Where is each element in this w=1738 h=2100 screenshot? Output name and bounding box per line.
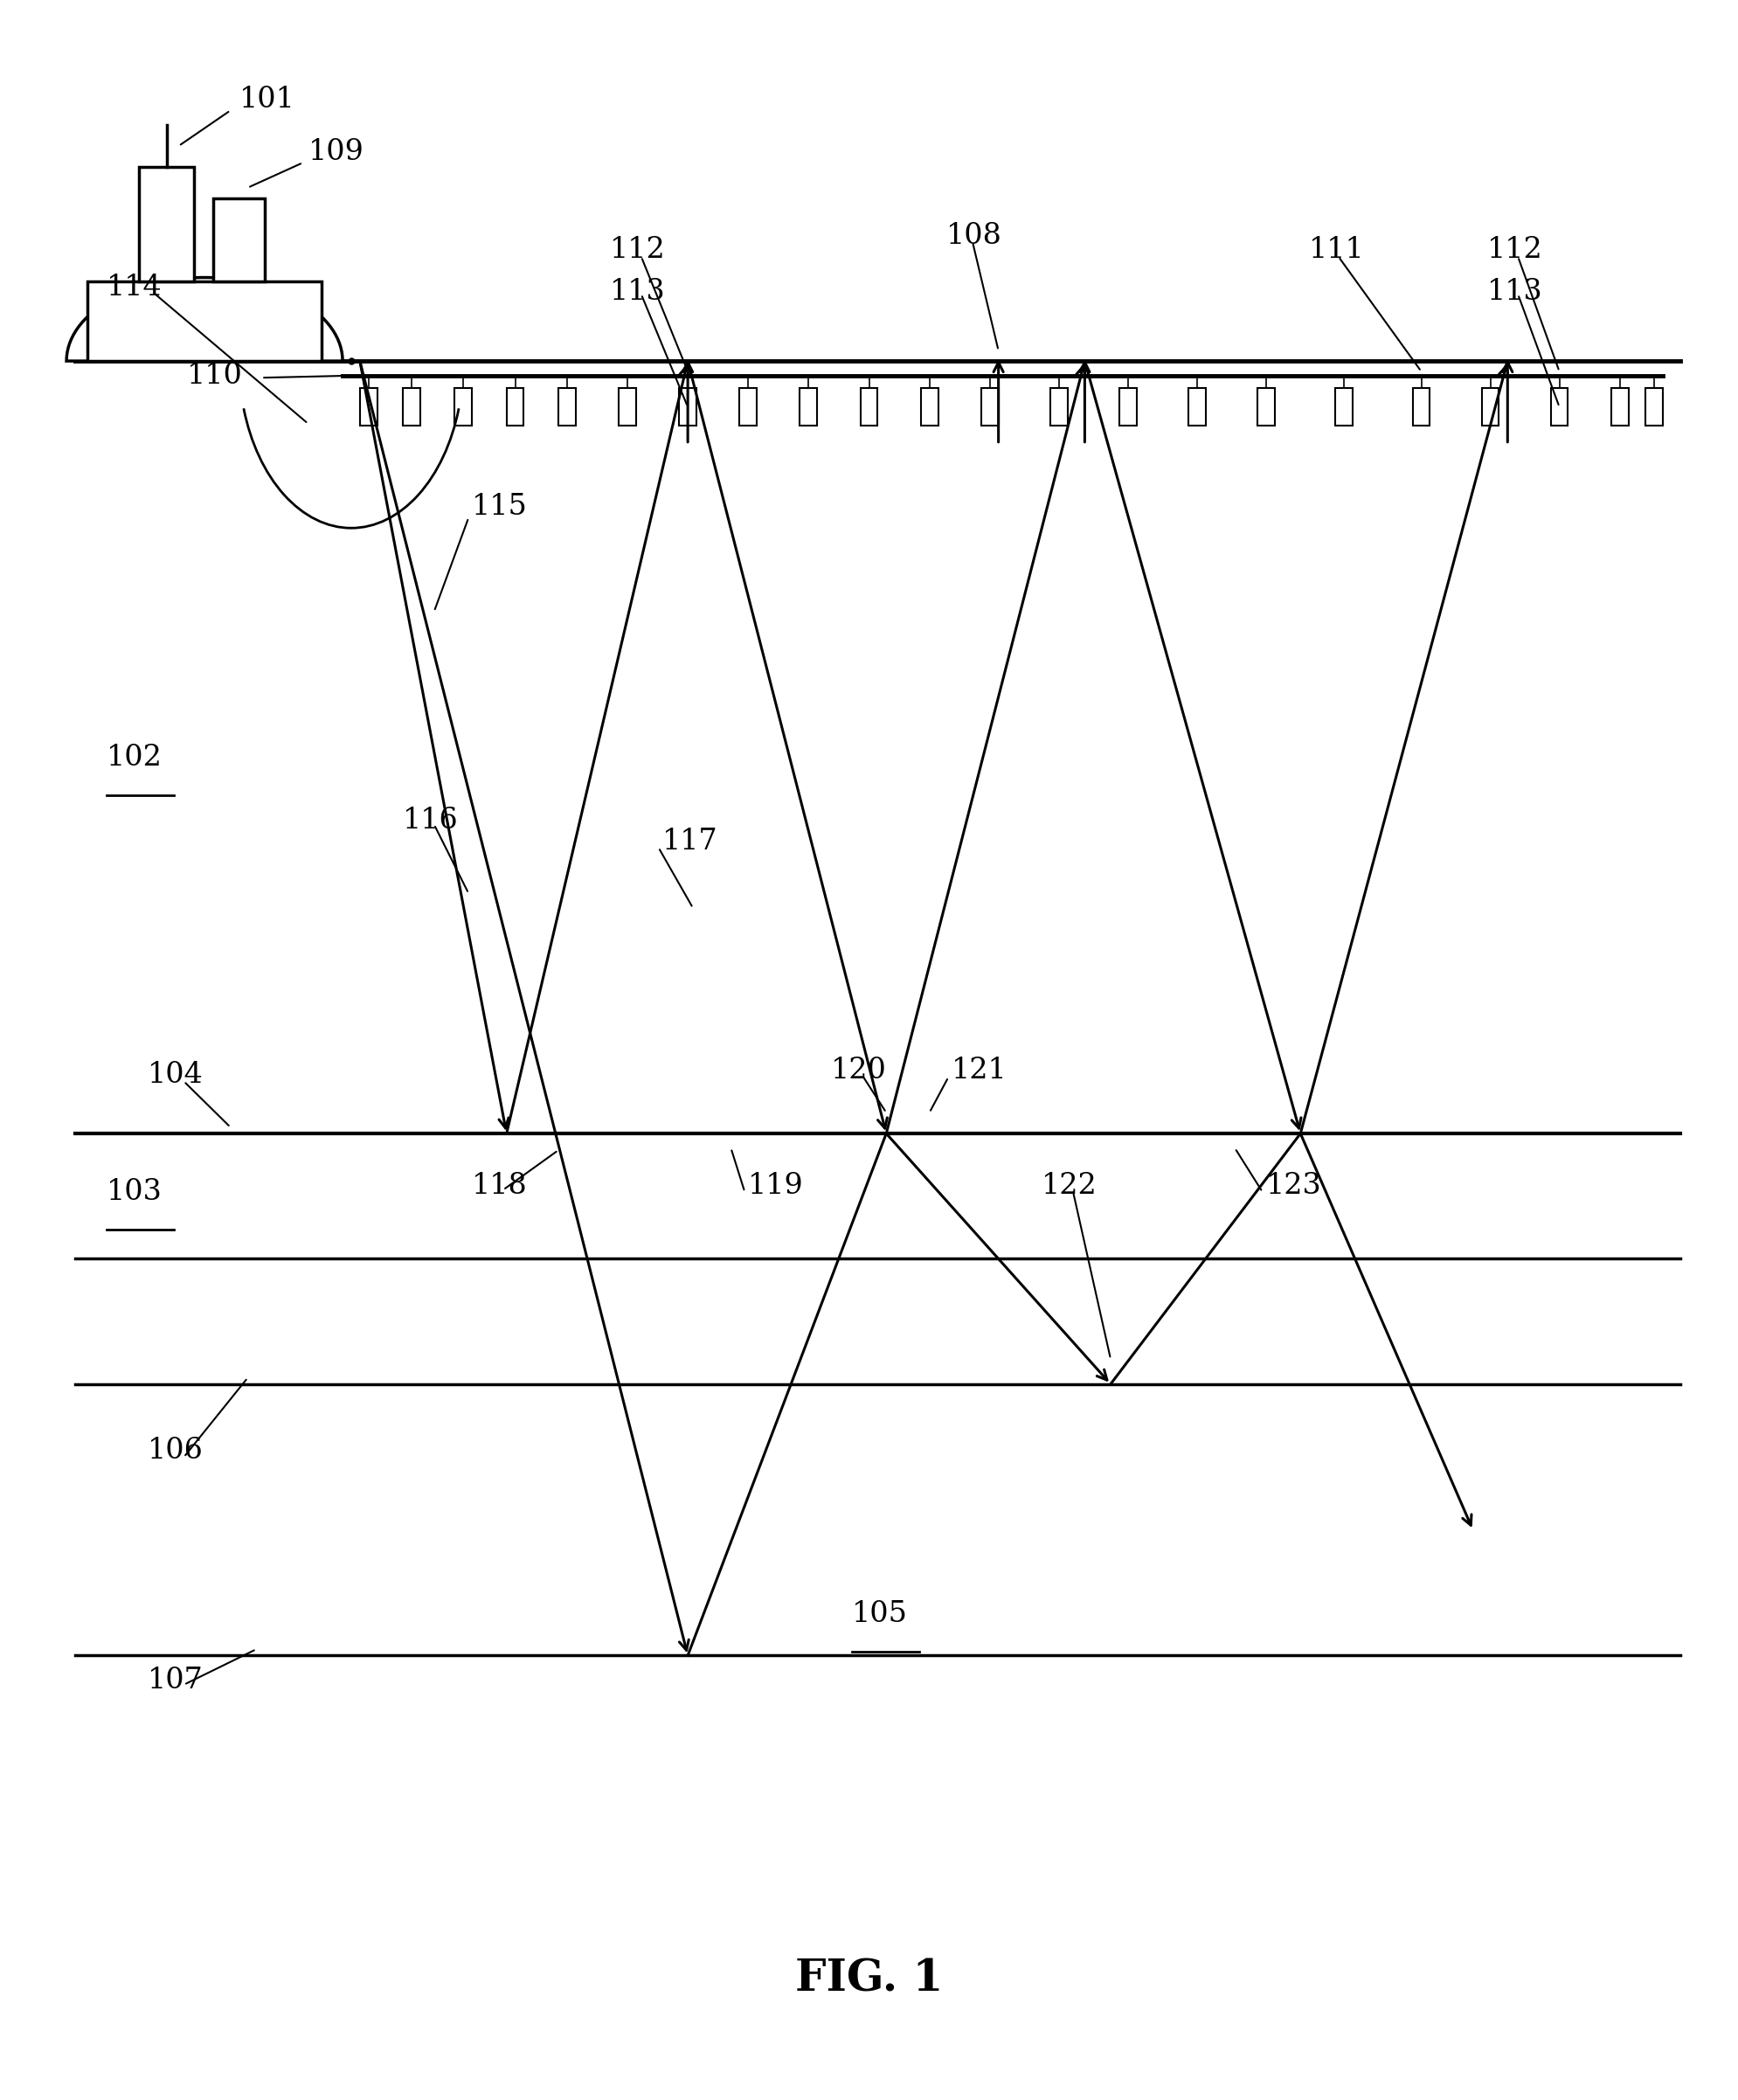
Bar (619, 388, 636, 426)
Bar (1611, 388, 1629, 426)
Bar (1119, 388, 1137, 426)
Text: 115: 115 (473, 493, 528, 521)
Bar (558, 388, 575, 426)
Text: 117: 117 (662, 827, 718, 855)
Text: 109: 109 (308, 139, 363, 166)
Bar (1483, 388, 1498, 426)
Bar (506, 388, 523, 426)
Text: 106: 106 (148, 1436, 203, 1466)
Bar (921, 388, 939, 426)
Text: 112: 112 (1488, 237, 1543, 265)
Text: 103: 103 (106, 1178, 162, 1205)
Bar (799, 388, 817, 426)
Text: 111: 111 (1309, 237, 1364, 265)
Bar (1050, 388, 1067, 426)
Bar (740, 388, 756, 426)
Bar (455, 388, 473, 426)
Text: 114: 114 (106, 273, 162, 302)
Bar (87, 281, 322, 361)
Polygon shape (66, 277, 342, 361)
Text: 122: 122 (1041, 1172, 1097, 1199)
Text: 119: 119 (747, 1172, 805, 1199)
Text: FIG. 1: FIG. 1 (794, 1957, 944, 2001)
Text: 113: 113 (1488, 277, 1543, 307)
Bar (1257, 388, 1274, 426)
Bar (1413, 388, 1430, 426)
Text: 113: 113 (610, 277, 666, 307)
Bar (1189, 388, 1206, 426)
Bar (680, 388, 697, 426)
Text: 120: 120 (831, 1056, 886, 1086)
Text: 108: 108 (947, 223, 1003, 250)
Text: 123: 123 (1265, 1172, 1321, 1199)
Text: 110: 110 (188, 361, 243, 391)
Text: 101: 101 (240, 86, 295, 113)
Text: 105: 105 (852, 1600, 907, 1628)
Text: 102: 102 (106, 743, 162, 771)
Bar (1646, 388, 1663, 426)
Text: 104: 104 (148, 1061, 203, 1090)
Bar (360, 388, 377, 426)
Text: 112: 112 (610, 237, 666, 265)
Text: 118: 118 (473, 1172, 528, 1199)
Bar (403, 388, 421, 426)
Text: 116: 116 (403, 806, 459, 834)
Text: 121: 121 (952, 1056, 1008, 1086)
Bar (139, 166, 195, 281)
Text: 107: 107 (148, 1667, 203, 1695)
Bar (214, 197, 264, 281)
Bar (1335, 388, 1352, 426)
Bar (982, 388, 998, 426)
Bar (1550, 388, 1568, 426)
Bar (860, 388, 878, 426)
